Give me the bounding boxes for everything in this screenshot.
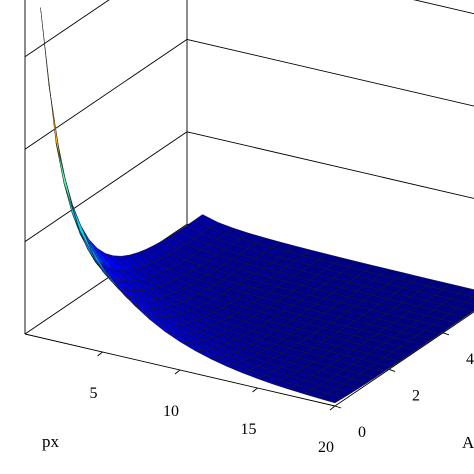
x-axis-label: px: [42, 432, 60, 451]
surface-facet: [80, 225, 105, 266]
back-wall-gridline: [186, 131, 474, 199]
side-wall-gridline: [24, 131, 188, 242]
x-tick-mark: [252, 387, 258, 393]
back-wall-gridline: [413, 0, 474, 15]
x-tick-mark: [97, 351, 103, 357]
y-tick-mark: [388, 368, 396, 372]
back-wall-gridline: [186, 38, 474, 107]
side-wall-gridline: [24, 39, 188, 150]
y-tick-mark: [442, 332, 450, 336]
x-tick-label: 20: [318, 439, 334, 456]
side-wall-gridline: [24, 0, 110, 58]
y-tick-label: 2: [412, 387, 420, 404]
x-tick-mark: [174, 369, 181, 375]
surface-mesh: [40, 7, 474, 404]
x-tick-label: 15: [241, 421, 257, 438]
surface-facet: [319, 393, 344, 404]
axes-box-back: [24, 0, 474, 335]
x-tick-label: 10: [163, 403, 179, 420]
surface-facet: [465, 296, 474, 305]
x-tick-label: 5: [90, 385, 98, 402]
y-tick-label: 0: [358, 424, 366, 441]
y-axis-label: A: [462, 433, 474, 452]
y-tick-label: 4: [466, 351, 474, 368]
box-edge-right-floor: [334, 311, 474, 407]
x-tick-mark: [329, 405, 336, 411]
tick-labels: 5 10 15 20 0 2 4: [90, 332, 474, 456]
y-tick-mark: [334, 405, 342, 409]
